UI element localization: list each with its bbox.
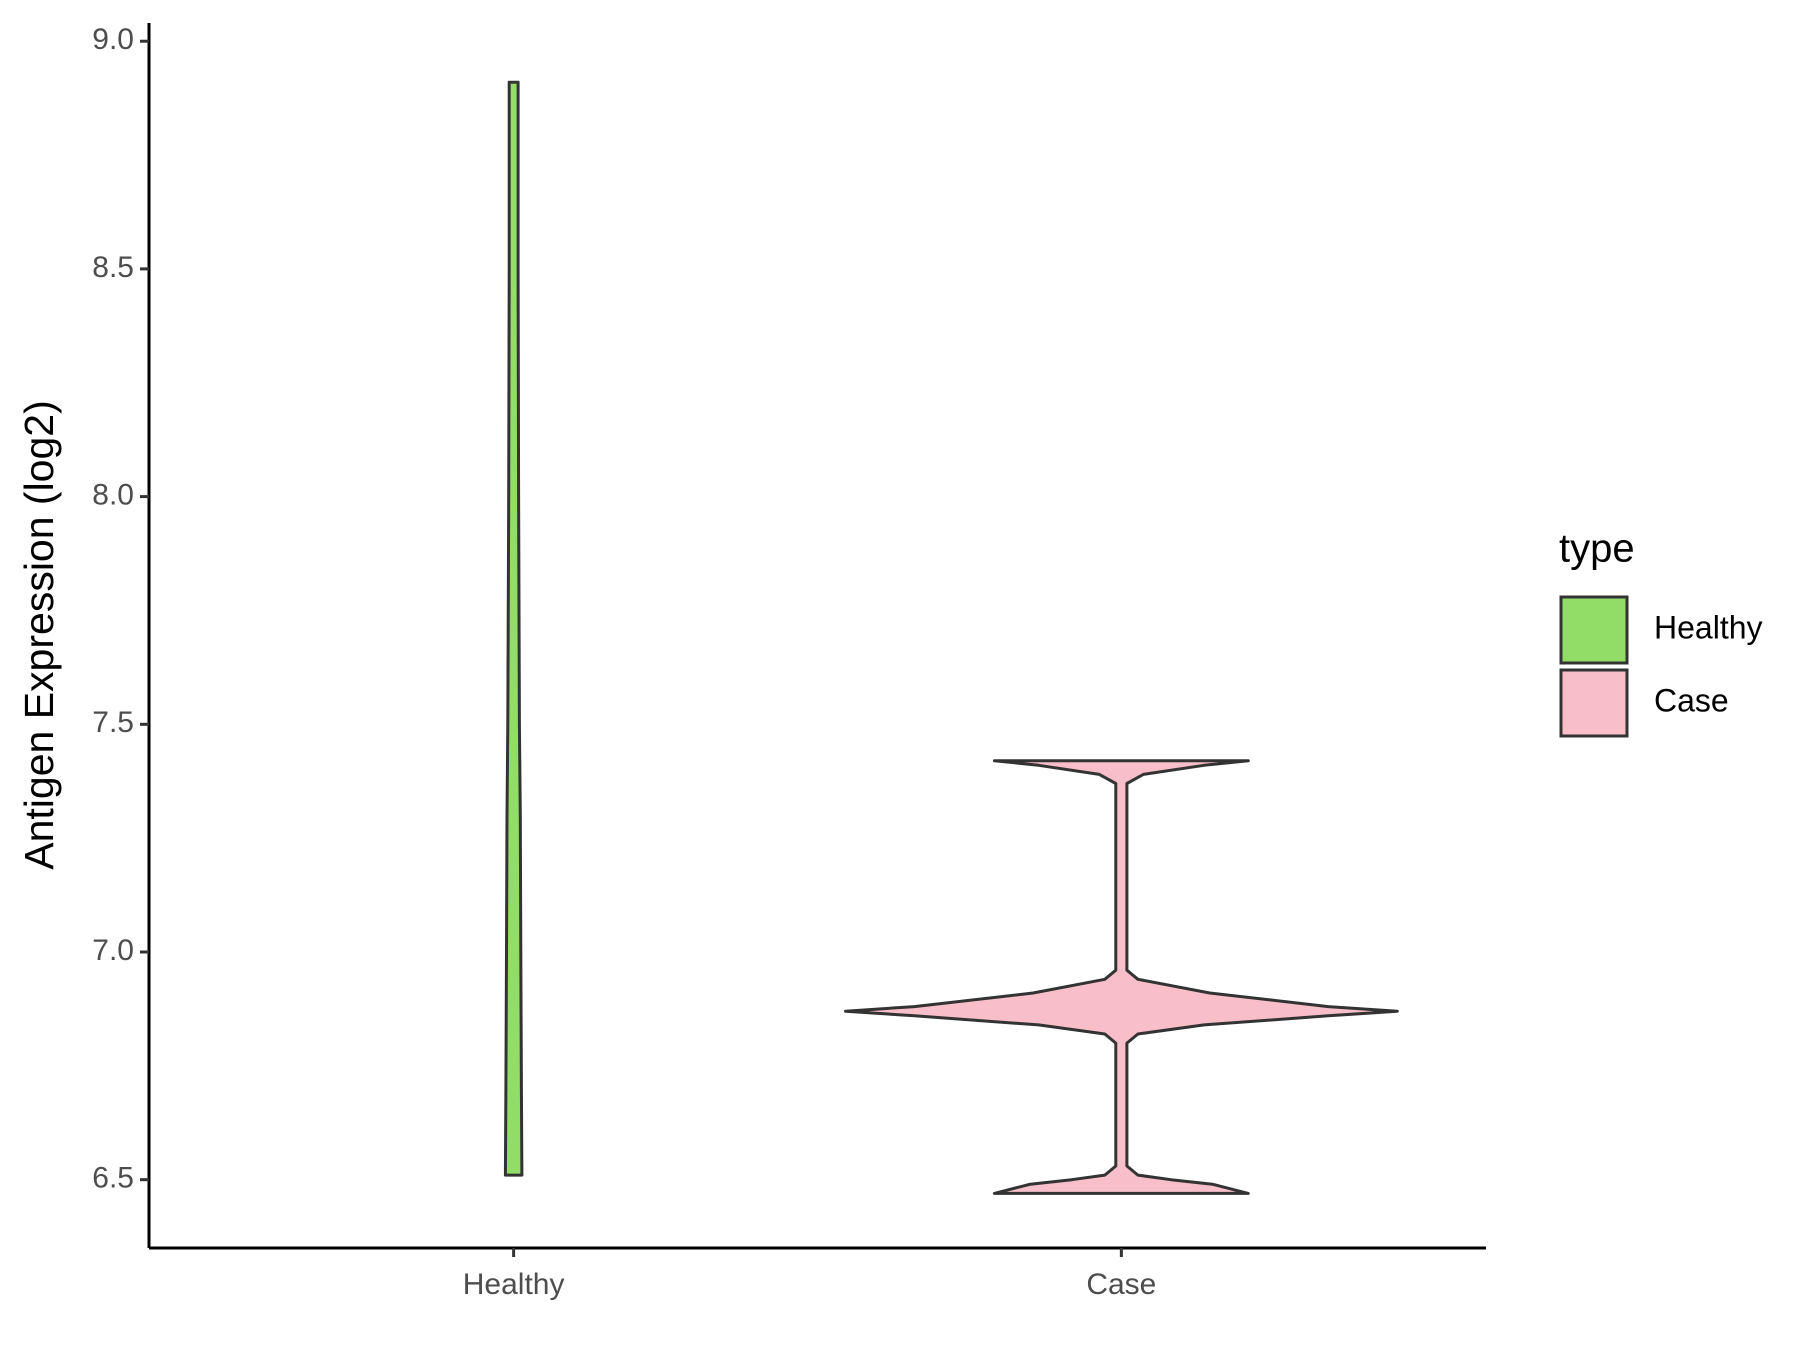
y-tick-label: 9.0 (92, 23, 134, 56)
legend-label: Healthy (1654, 609, 1763, 645)
x-tick-label: Case (1086, 1268, 1156, 1301)
legend-label: Case (1654, 682, 1729, 718)
violin (503, 80, 524, 1177)
y-tick-label: 8.0 (92, 479, 134, 512)
y-tick-label: 6.5 (92, 1162, 134, 1195)
violin (844, 759, 1399, 1195)
legend-key (1559, 595, 1629, 665)
y-tick-label: 8.5 (92, 251, 134, 284)
legend-title: type (1559, 527, 1635, 571)
x-tick-label: Healthy (463, 1268, 565, 1301)
y-axis-title: Antigen Expression (log2) (16, 400, 62, 869)
y-tick-label: 7.0 (92, 934, 134, 967)
y-tick-label: 7.5 (92, 706, 134, 739)
legend-key (1559, 668, 1629, 738)
